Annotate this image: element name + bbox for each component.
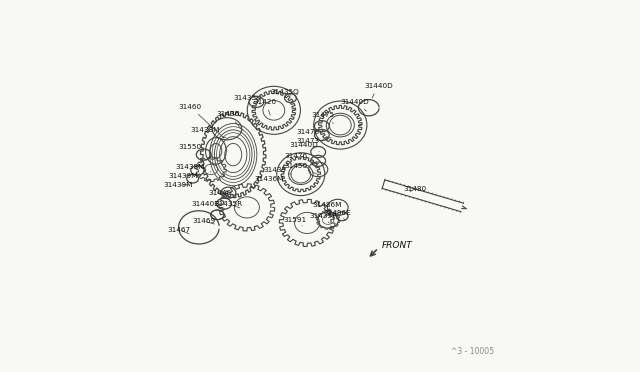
Text: ^3 - 10005: ^3 - 10005 (451, 347, 493, 356)
Text: 31473: 31473 (296, 138, 332, 144)
Text: 31420: 31420 (254, 99, 277, 115)
Text: 31591: 31591 (284, 217, 307, 226)
Text: 31476: 31476 (296, 129, 324, 140)
Text: FRONT: FRONT (382, 241, 413, 250)
Text: 31476: 31476 (284, 153, 319, 164)
Text: 31435P: 31435P (309, 213, 337, 223)
Text: 31436: 31436 (217, 111, 243, 130)
Text: 31475: 31475 (312, 112, 335, 124)
Text: 31438M: 31438M (190, 127, 226, 138)
Text: 31435R: 31435R (214, 201, 243, 208)
Text: 31440E: 31440E (191, 201, 225, 209)
Text: 31440: 31440 (208, 190, 231, 197)
Text: 31467: 31467 (168, 227, 191, 234)
Text: 31440D: 31440D (364, 83, 393, 98)
Text: 31496E: 31496E (324, 209, 351, 220)
Text: 31435Q: 31435Q (271, 89, 300, 95)
Text: 31486M: 31486M (312, 202, 341, 211)
Text: 31439M: 31439M (168, 173, 197, 179)
Text: 31550: 31550 (179, 144, 204, 155)
Text: 31436M: 31436M (254, 176, 289, 182)
Text: 31435: 31435 (234, 95, 260, 104)
Text: 31440D: 31440D (340, 99, 369, 111)
Text: 31460: 31460 (179, 104, 224, 138)
Text: 31469: 31469 (192, 218, 215, 224)
Text: 31439M: 31439M (163, 182, 193, 188)
Text: 31480: 31480 (404, 186, 427, 192)
Text: 31450: 31450 (284, 163, 317, 174)
Text: 31435: 31435 (264, 167, 291, 174)
Text: 31438M: 31438M (175, 164, 211, 172)
Text: 31440D: 31440D (289, 142, 319, 152)
